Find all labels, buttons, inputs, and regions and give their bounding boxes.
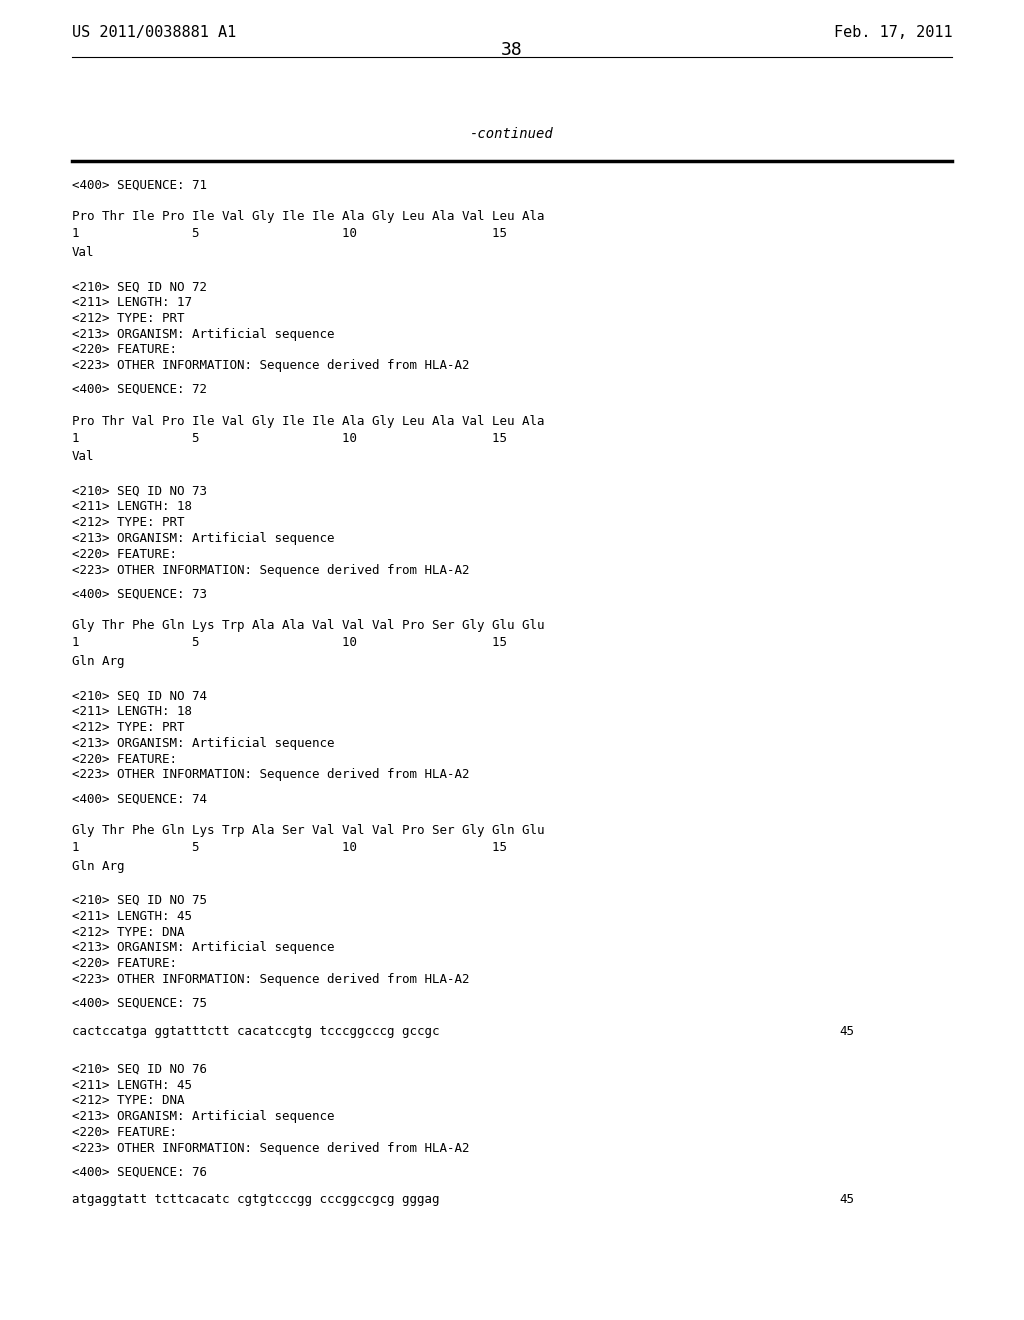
Text: <211> LENGTH: 45: <211> LENGTH: 45 <box>72 1078 191 1092</box>
Text: <210> SEQ ID NO 75: <210> SEQ ID NO 75 <box>72 894 207 907</box>
Text: <400> SEQUENCE: 75: <400> SEQUENCE: 75 <box>72 997 207 1010</box>
Text: 45: 45 <box>840 1193 855 1206</box>
Text: Val: Val <box>72 246 94 259</box>
Text: <211> LENGTH: 45: <211> LENGTH: 45 <box>72 909 191 923</box>
Text: <213> ORGANISM: Artificial sequence: <213> ORGANISM: Artificial sequence <box>72 1110 334 1123</box>
Text: <220> FEATURE:: <220> FEATURE: <box>72 1126 177 1139</box>
Text: Pro Thr Val Pro Ile Val Gly Ile Ile Ala Gly Leu Ala Val Leu Ala: Pro Thr Val Pro Ile Val Gly Ile Ile Ala … <box>72 414 544 428</box>
Text: <211> LENGTH: 18: <211> LENGTH: 18 <box>72 705 191 718</box>
Text: <212> TYPE: PRT: <212> TYPE: PRT <box>72 516 184 529</box>
Text: <223> OTHER INFORMATION: Sequence derived from HLA-A2: <223> OTHER INFORMATION: Sequence derive… <box>72 768 469 781</box>
Text: 45: 45 <box>840 1024 855 1038</box>
Text: <223> OTHER INFORMATION: Sequence derived from HLA-A2: <223> OTHER INFORMATION: Sequence derive… <box>72 359 469 372</box>
Text: <220> FEATURE:: <220> FEATURE: <box>72 957 177 970</box>
Text: <400> SEQUENCE: 72: <400> SEQUENCE: 72 <box>72 383 207 396</box>
Text: Gly Thr Phe Gln Lys Trp Ala Ser Val Val Val Pro Ser Gly Gln Glu: Gly Thr Phe Gln Lys Trp Ala Ser Val Val … <box>72 824 544 837</box>
Text: <400> SEQUENCE: 76: <400> SEQUENCE: 76 <box>72 1166 207 1179</box>
Text: <213> ORGANISM: Artificial sequence: <213> ORGANISM: Artificial sequence <box>72 327 334 341</box>
Text: <210> SEQ ID NO 72: <210> SEQ ID NO 72 <box>72 280 207 293</box>
Text: Gln Arg: Gln Arg <box>72 655 124 668</box>
Text: <212> TYPE: PRT: <212> TYPE: PRT <box>72 312 184 325</box>
Text: <210> SEQ ID NO 73: <210> SEQ ID NO 73 <box>72 484 207 498</box>
Text: cactccatga ggtatttctt cacatccgtg tcccggcccg gccgc: cactccatga ggtatttctt cacatccgtg tcccggc… <box>72 1024 439 1038</box>
Text: <212> TYPE: DNA: <212> TYPE: DNA <box>72 1094 184 1107</box>
Text: <211> LENGTH: 18: <211> LENGTH: 18 <box>72 500 191 513</box>
Text: <212> TYPE: DNA: <212> TYPE: DNA <box>72 925 184 939</box>
Text: -continued: -continued <box>470 127 554 141</box>
Text: <223> OTHER INFORMATION: Sequence derived from HLA-A2: <223> OTHER INFORMATION: Sequence derive… <box>72 973 469 986</box>
Text: <220> FEATURE:: <220> FEATURE: <box>72 548 177 561</box>
Text: <400> SEQUENCE: 74: <400> SEQUENCE: 74 <box>72 792 207 805</box>
Text: <210> SEQ ID NO 74: <210> SEQ ID NO 74 <box>72 689 207 702</box>
Text: <223> OTHER INFORMATION: Sequence derived from HLA-A2: <223> OTHER INFORMATION: Sequence derive… <box>72 1142 469 1155</box>
Text: <400> SEQUENCE: 73: <400> SEQUENCE: 73 <box>72 587 207 601</box>
Text: <220> FEATURE:: <220> FEATURE: <box>72 752 177 766</box>
Text: <212> TYPE: PRT: <212> TYPE: PRT <box>72 721 184 734</box>
Text: 38: 38 <box>501 41 523 59</box>
Text: <220> FEATURE:: <220> FEATURE: <box>72 343 177 356</box>
Text: <211> LENGTH: 17: <211> LENGTH: 17 <box>72 296 191 309</box>
Text: <213> ORGANISM: Artificial sequence: <213> ORGANISM: Artificial sequence <box>72 737 334 750</box>
Text: Gly Thr Phe Gln Lys Trp Ala Ala Val Val Val Pro Ser Gly Glu Glu: Gly Thr Phe Gln Lys Trp Ala Ala Val Val … <box>72 619 544 632</box>
Text: Gln Arg: Gln Arg <box>72 859 124 873</box>
Text: Pro Thr Ile Pro Ile Val Gly Ile Ile Ala Gly Leu Ala Val Leu Ala: Pro Thr Ile Pro Ile Val Gly Ile Ile Ala … <box>72 210 544 223</box>
Text: atgaggtatt tcttcacatc cgtgtcccgg cccggccgcg gggag: atgaggtatt tcttcacatc cgtgtcccgg cccggcc… <box>72 1193 439 1206</box>
Text: Feb. 17, 2011: Feb. 17, 2011 <box>834 25 952 40</box>
Text: 1               5                   10                  15: 1 5 10 15 <box>72 227 507 240</box>
Text: US 2011/0038881 A1: US 2011/0038881 A1 <box>72 25 236 40</box>
Text: <213> ORGANISM: Artificial sequence: <213> ORGANISM: Artificial sequence <box>72 941 334 954</box>
Text: 1               5                   10                  15: 1 5 10 15 <box>72 432 507 445</box>
Text: <400> SEQUENCE: 71: <400> SEQUENCE: 71 <box>72 178 207 191</box>
Text: <210> SEQ ID NO 76: <210> SEQ ID NO 76 <box>72 1063 207 1076</box>
Text: <223> OTHER INFORMATION: Sequence derived from HLA-A2: <223> OTHER INFORMATION: Sequence derive… <box>72 564 469 577</box>
Text: 1               5                   10                  15: 1 5 10 15 <box>72 841 507 854</box>
Text: Val: Val <box>72 450 94 463</box>
Text: 1               5                   10                  15: 1 5 10 15 <box>72 636 507 649</box>
Text: <213> ORGANISM: Artificial sequence: <213> ORGANISM: Artificial sequence <box>72 532 334 545</box>
